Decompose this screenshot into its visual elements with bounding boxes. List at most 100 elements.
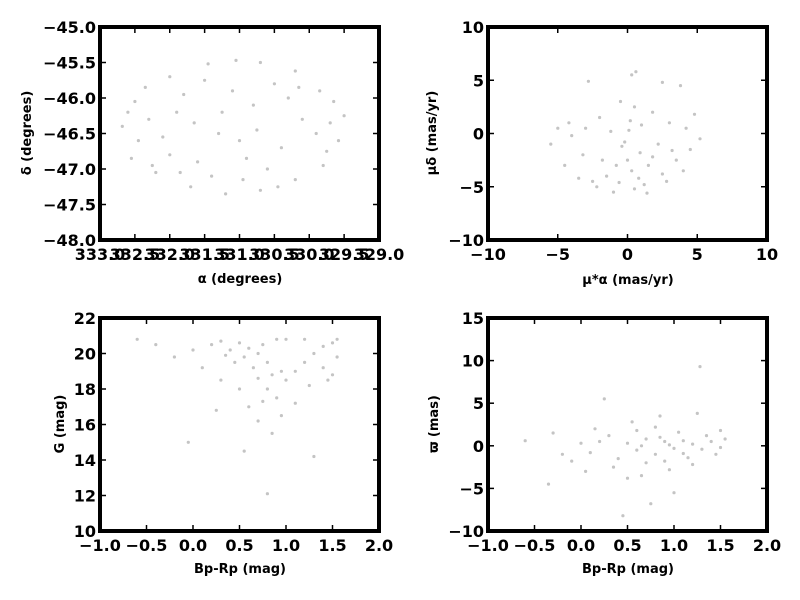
panel-parallax: −1.0 −0.5 0.0 0.5 1.0 1.5 2.0 −10 −5 0 5 10 15 Bp-R… [427, 309, 781, 577]
data-point [265, 387, 269, 391]
data-point [276, 185, 280, 189]
data-point [126, 110, 130, 114]
data-point [335, 337, 339, 341]
y-tick-label: 10 [462, 352, 484, 371]
data-point [265, 167, 269, 171]
data-point [709, 439, 713, 444]
data-point [646, 163, 651, 167]
data-point [605, 174, 609, 178]
data-point [579, 441, 583, 445]
data-point [549, 142, 553, 146]
data-point [630, 420, 634, 424]
data-point [691, 442, 695, 446]
data-point [237, 139, 242, 143]
data-point [639, 123, 644, 127]
data-point [611, 190, 616, 194]
data-point [233, 360, 237, 364]
data-point [196, 160, 200, 164]
frame-radec [98, 25, 381, 242]
x-tick-label: 10 [756, 245, 778, 264]
xlabel-parallax: Bp-Rp (mag) [582, 562, 674, 577]
data-point [584, 126, 588, 130]
x-tick-label: 330.0 [284, 245, 335, 264]
points-pm [549, 70, 702, 195]
y-tick-label: 22 [74, 309, 96, 328]
x-tick-label: 5 [692, 245, 703, 264]
data-point [723, 437, 727, 441]
data-point [651, 110, 655, 114]
x-tick-label: 1.0 [272, 536, 300, 555]
data-point [135, 337, 139, 341]
points-parallax [523, 365, 727, 518]
data-point [258, 188, 262, 192]
data-point [275, 396, 279, 400]
data-point [237, 387, 242, 391]
data-point [335, 355, 339, 359]
data-point [681, 169, 685, 173]
data-point [627, 128, 631, 132]
data-point [560, 452, 565, 456]
y-tick-label: −45.5 [43, 54, 96, 73]
x-tick-label: 333.0 [75, 245, 126, 264]
data-point [614, 163, 618, 167]
x-tick-label: −5 [545, 245, 570, 264]
data-point [217, 131, 221, 136]
data-point [220, 110, 224, 114]
data-point [672, 446, 676, 450]
data-point [625, 476, 630, 480]
data-point [609, 129, 613, 133]
data-point [224, 192, 228, 196]
data-point [272, 82, 276, 86]
data-point [342, 114, 346, 118]
data-point [147, 117, 151, 121]
x-tick-label: 1.5 [706, 536, 734, 555]
data-point [672, 491, 676, 495]
data-point [206, 62, 210, 66]
data-point [256, 351, 260, 356]
data-point [686, 456, 690, 460]
data-point [670, 148, 674, 153]
data-point [120, 124, 124, 128]
x-tick-label: 2.0 [365, 536, 393, 555]
data-point [330, 341, 335, 345]
data-point [653, 425, 658, 429]
y-tick-label: −46.5 [43, 125, 96, 144]
y-tick-label: −10 [448, 231, 484, 250]
data-point [704, 434, 709, 438]
panel-cmd: −1.0 −0.5 0.0 0.5 1.0 1.5 2.0 10 12 14 16 18 20 22 B… [53, 309, 393, 577]
data-point [684, 126, 688, 130]
x-tick-label: −0.5 [514, 536, 556, 555]
data-point [718, 428, 723, 433]
data-point [224, 353, 228, 357]
data-point [551, 431, 555, 435]
data-point [642, 183, 646, 187]
data-point [649, 502, 653, 506]
y-tick-label: 15 [462, 309, 484, 328]
data-point [651, 155, 655, 159]
data-point [632, 105, 637, 109]
data-point [178, 170, 182, 175]
y-tick-label: 20 [74, 345, 96, 364]
data-point [136, 139, 140, 143]
data-point [312, 351, 316, 356]
data-point [284, 378, 288, 382]
x-tick-label: 0.0 [179, 536, 207, 555]
data-point [297, 85, 301, 89]
data-point [172, 355, 176, 359]
yticks-radec: −48.0 −47.5 −47.0 −46.5 −46.0 −45.5 −45.0 [43, 18, 379, 250]
data-point [293, 178, 297, 182]
data-point [258, 60, 262, 65]
ylabel-pm: μδ (mas/yr) [425, 91, 440, 176]
data-point [677, 430, 681, 434]
ylabel-cmd: G (mag) [53, 395, 68, 454]
panel-radec: 333.0332.5332.0331.5331.0330.5330.0329.5… [20, 18, 404, 287]
y-tick-label: 16 [74, 416, 96, 435]
data-point [261, 343, 265, 347]
data-point [570, 134, 574, 138]
data-point [623, 140, 627, 144]
data-point [644, 437, 648, 441]
y-tick-label: 0 [473, 437, 484, 456]
yticks-cmd: 10 12 14 16 18 20 22 [74, 309, 379, 541]
x-tick-label: 0.5 [613, 536, 641, 555]
data-point [279, 369, 283, 373]
